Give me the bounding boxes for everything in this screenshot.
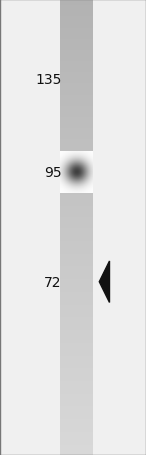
- Text: 135: 135: [35, 73, 61, 86]
- Text: 72: 72: [44, 275, 61, 289]
- Text: 95: 95: [44, 166, 61, 180]
- Polygon shape: [99, 261, 110, 303]
